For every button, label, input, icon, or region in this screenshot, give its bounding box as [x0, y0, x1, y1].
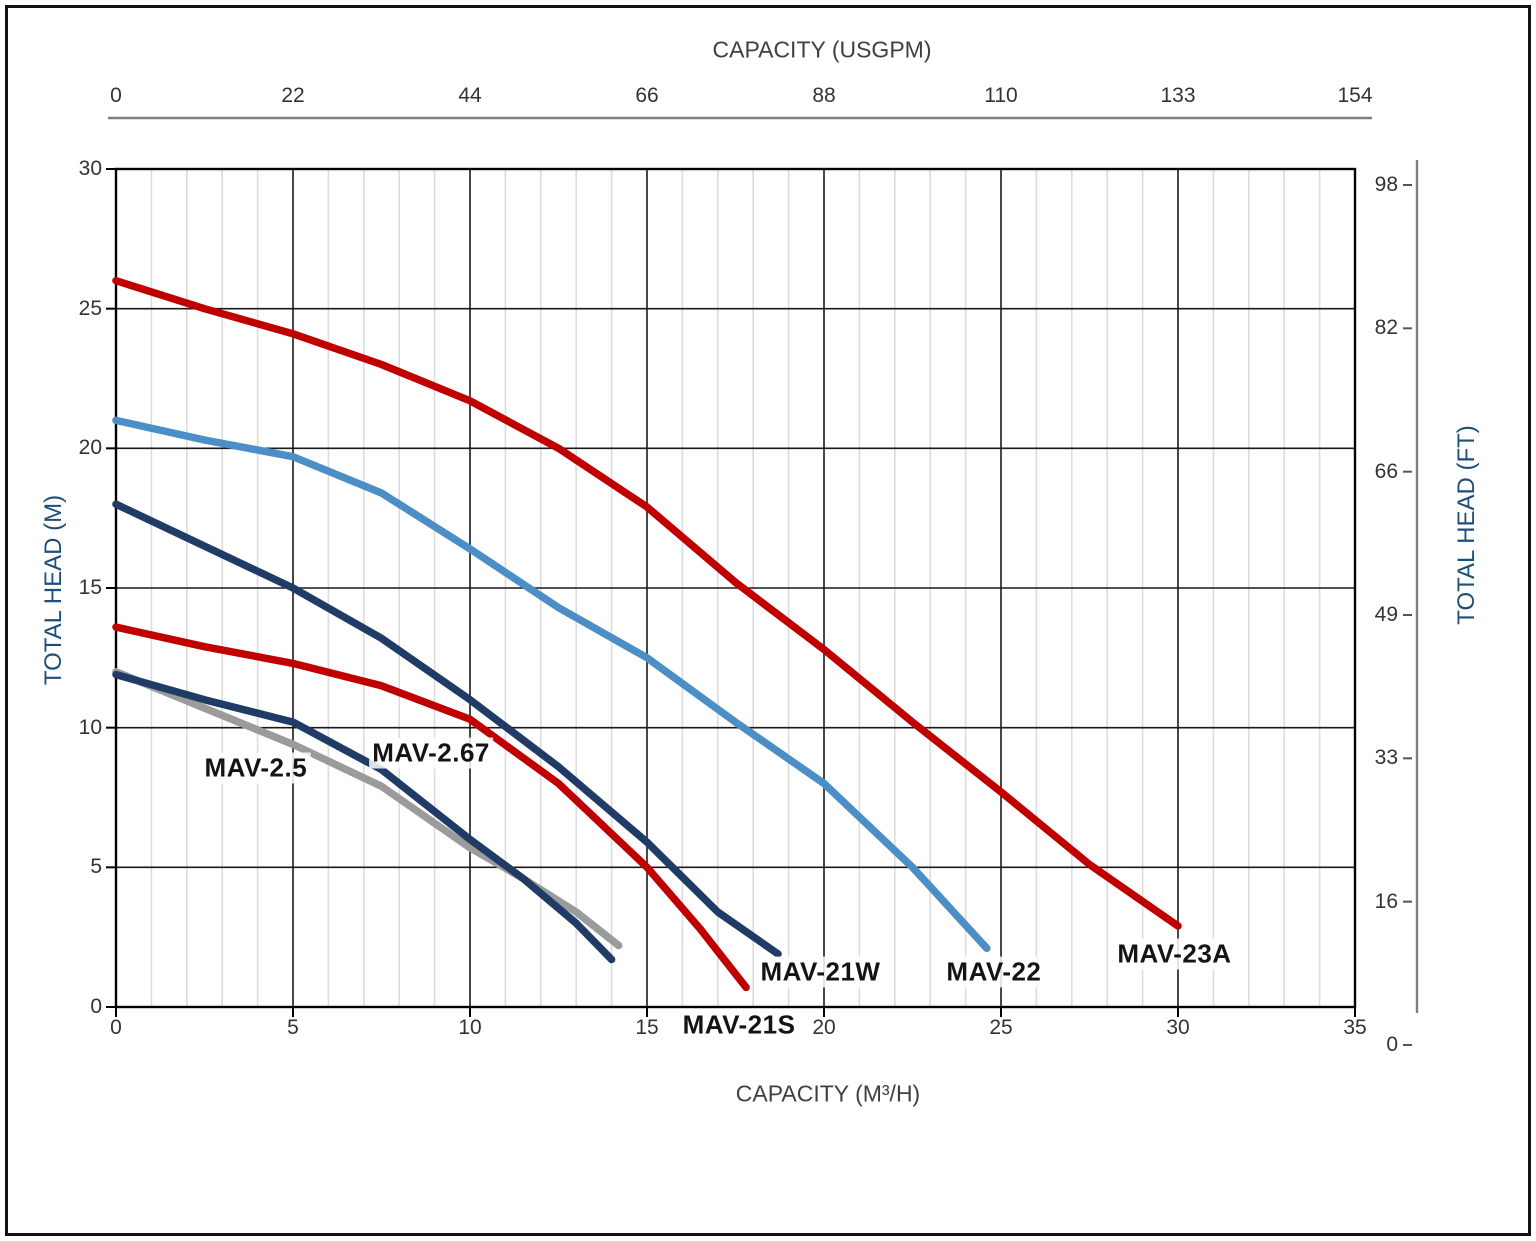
curve-label-MAV-2.5: MAV-2.5 [201, 752, 311, 784]
bottom-axis-title: CAPACITY (M³/H) [735, 1080, 921, 1107]
curve-MAV-22 [112, 416, 991, 953]
x-axis-top-tick-label: 44 [458, 84, 482, 107]
left-axis-title: TOTAL HEAD (M) [40, 494, 67, 686]
curve-MAV-2.5 [112, 668, 623, 950]
x-axis-top-tick-label: 0 [110, 84, 122, 107]
y-axis-right-tick-label: 98 [1374, 173, 1398, 196]
curve-MAV-21S [112, 623, 750, 992]
x-axis-top-tick-label: 66 [635, 84, 659, 107]
y-axis-left-tick-label: 5 [90, 855, 102, 879]
curve-label-MAV-2.67: MAV-2.67 [369, 737, 493, 769]
x-axis-bottom-tick-label: 30 [1166, 1016, 1190, 1039]
y-axis-left-tick-label: 10 [78, 715, 102, 739]
y-axis-left-tick-label: 0 [90, 995, 102, 1018]
curve-label-MAV-23A: MAV-23A [1114, 938, 1235, 970]
right-axis-title: TOTAL HEAD (FT) [1453, 425, 1480, 625]
curve-label-MAV-21W: MAV-21W [757, 956, 884, 988]
y-axis-right-tick-label: 66 [1374, 459, 1398, 483]
y-axis-right-tick-label: 49 [1374, 603, 1398, 626]
curve-label-MAV-21S: MAV-21S [679, 1009, 799, 1041]
x-axis-bottom-tick-label: 5 [287, 1016, 299, 1039]
y-axis-right-tick-label: 33 [1374, 746, 1398, 770]
curve-label-MAV-22: MAV-22 [943, 956, 1045, 988]
x-axis-top-tick-label: 133 [1160, 84, 1196, 107]
curve-MAV-23A [112, 276, 1182, 930]
y-axis-left-tick-label: 20 [78, 436, 102, 460]
y-axis-right-tick-label: 82 [1374, 316, 1398, 340]
x-axis-top-tick-label: 110 [984, 84, 1018, 107]
curve-MAV-2.67 [112, 670, 616, 964]
x-axis-top-tick-label: 88 [812, 84, 836, 107]
x-axis-bottom-tick-label: 25 [989, 1016, 1013, 1039]
x-axis-bottom-tick-label: 10 [458, 1016, 482, 1039]
y-axis-right-tick-label: 0 [1386, 1033, 1398, 1056]
x-axis-bottom-tick-label: 35 [1343, 1016, 1367, 1039]
outer-border [5, 5, 1531, 1236]
curve-MAV-21W [112, 500, 782, 958]
x-axis-bottom-tick-label: 0 [110, 1016, 122, 1039]
y-axis-right-tick-label: 16 [1374, 889, 1398, 913]
top-axis-title: CAPACITY (USGPM) [712, 36, 932, 63]
y-axis-left-tick-label: 30 [78, 157, 102, 180]
x-axis-bottom-tick-label: 20 [812, 1016, 836, 1039]
y-axis-left-tick-label: 25 [78, 296, 102, 320]
y-axis-left-tick-label: 15 [78, 576, 102, 599]
x-axis-top-tick-label: 154 [1337, 84, 1373, 107]
x-axis-bottom-tick-label: 15 [635, 1016, 659, 1039]
x-axis-top-tick-label: 22 [281, 84, 305, 107]
